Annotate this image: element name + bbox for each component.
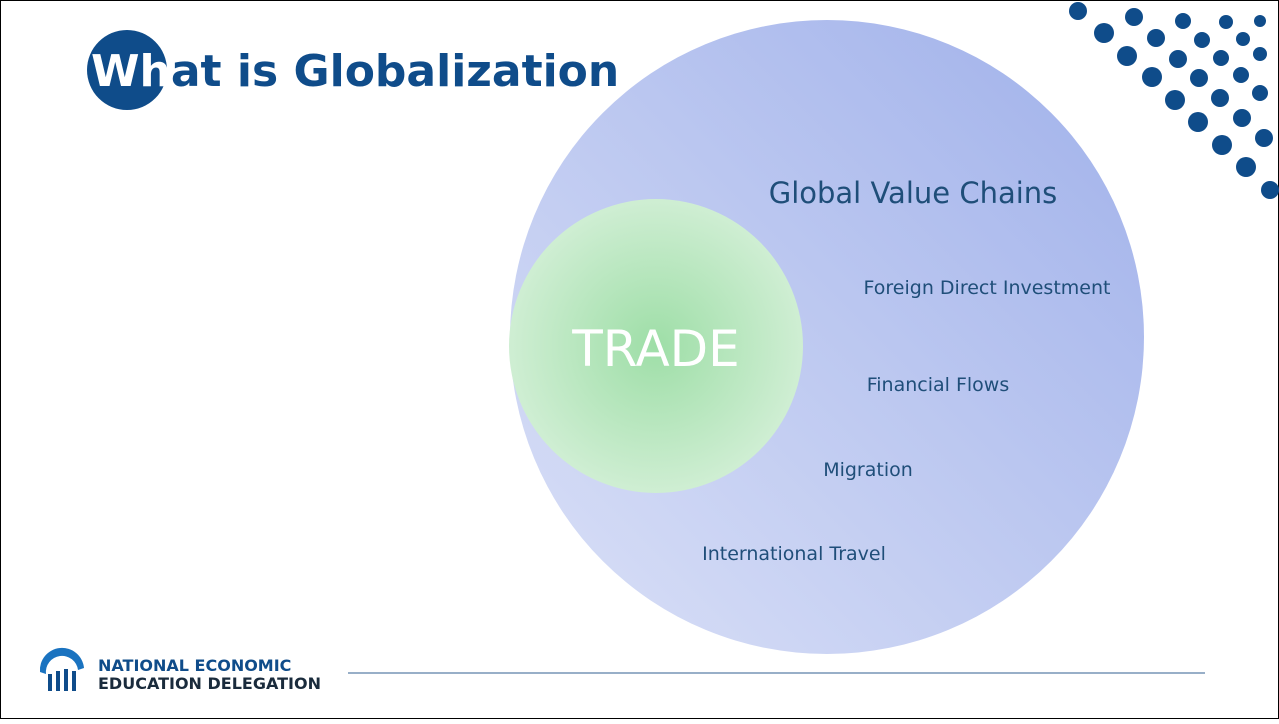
- dot-pattern: [1069, 2, 1279, 199]
- item: Migration: [823, 459, 913, 481]
- item: International Travel: [702, 543, 886, 565]
- title-badge: [87, 30, 167, 110]
- logo: [39, 647, 84, 691]
- item: Financial Flows: [867, 374, 1010, 396]
- outer-circle: [510, 20, 1144, 654]
- outer-label: Global Value Chains: [769, 176, 1058, 210]
- inner-label: TRADE: [571, 320, 740, 378]
- org-name: EDUCATION DELEGATION: [98, 674, 321, 693]
- item: Foreign Direct Investment: [864, 277, 1111, 299]
- inner-circle: [509, 199, 803, 493]
- org-name: NATIONAL ECONOMIC: [98, 656, 291, 675]
- slide-title: What is Globalization: [91, 46, 619, 97]
